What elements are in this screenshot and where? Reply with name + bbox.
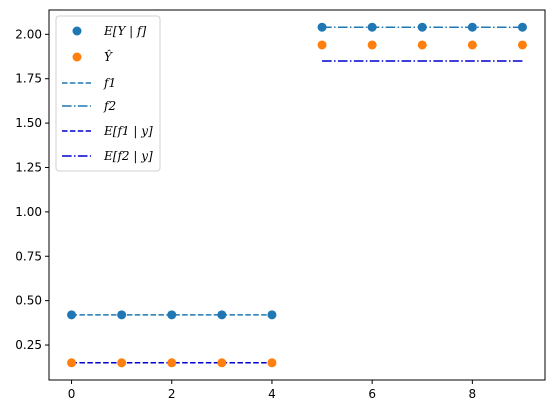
x-axis: 0 2 4 6 8 [68, 380, 476, 401]
series-0-point [467, 22, 477, 32]
series-0-point [517, 22, 527, 32]
x-tick-label: 0 [68, 387, 76, 401]
legend-label-eyf: E[Y | f] [103, 24, 146, 38]
series-1-point [217, 358, 227, 368]
series-1-point [317, 40, 327, 50]
y-tick-label: 1.50 [15, 116, 42, 130]
y-tick-label: 2.00 [15, 27, 42, 41]
series-points [67, 22, 527, 368]
x-tick-label: 4 [268, 387, 276, 401]
series-1-point [267, 358, 277, 368]
series-0-point [417, 22, 427, 32]
series-0-point [317, 22, 327, 32]
x-tick-label: 8 [469, 387, 477, 401]
y-axis: 0.25 0.50 0.75 1.00 1.25 1.50 1.75 2.00 [15, 27, 49, 352]
plot-frame [48, 9, 546, 381]
legend-label-f2: f2 [103, 99, 116, 113]
legend-label-ef1y: E[f1 | y] [103, 124, 153, 138]
series-0-point [367, 22, 377, 32]
series-0-point [267, 310, 277, 320]
y-tick-label: 1.75 [15, 72, 42, 86]
series-1-point [167, 358, 177, 368]
legend: E[Y | f] Ŷ f1 f2 E[f1 | y] E[f2 | y] [55, 15, 161, 172]
y-tick-label: 1.00 [15, 205, 42, 219]
series-1-point [67, 358, 77, 368]
series-1-point [467, 40, 477, 50]
y-tick-label: 0.75 [15, 249, 42, 263]
y-tick-label: 0.25 [15, 338, 42, 352]
series-1-point [517, 40, 527, 50]
series-1-point [417, 40, 427, 50]
legend-label-ef2y: E[f2 | y] [103, 149, 153, 163]
x-tick-label: 2 [168, 387, 176, 401]
y-tick-label: 0.50 [15, 294, 42, 308]
y-tick-label: 1.25 [15, 160, 42, 174]
series-0-point [167, 310, 177, 320]
legend-box [55, 15, 161, 172]
legend-label-yhat: Ŷ [104, 49, 113, 64]
series-1-point [367, 40, 377, 50]
series-0-point [217, 310, 227, 320]
series-0-point [67, 310, 77, 320]
x-tick-label: 6 [368, 387, 376, 401]
series-0-point [117, 310, 127, 320]
legend-label-f1: f1 [103, 76, 116, 90]
legend-marker-eyf [72, 26, 82, 36]
series-1-point [117, 358, 127, 368]
legend-marker-yhat [72, 52, 82, 62]
